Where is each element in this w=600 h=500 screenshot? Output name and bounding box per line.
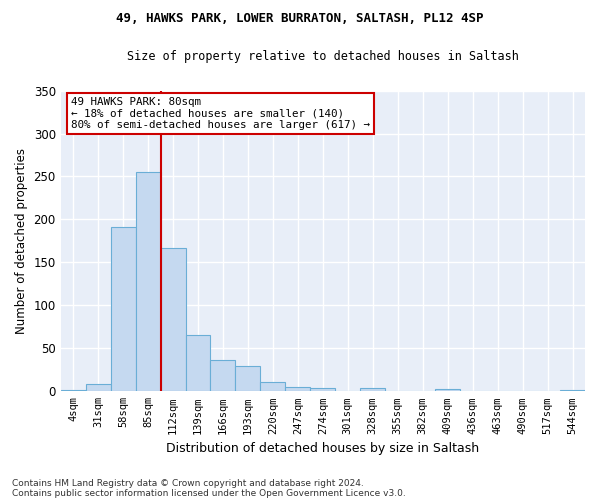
Text: Contains public sector information licensed under the Open Government Licence v3: Contains public sector information licen… <box>12 488 406 498</box>
Y-axis label: Number of detached properties: Number of detached properties <box>15 148 28 334</box>
Bar <box>185 336 211 392</box>
Bar <box>560 390 585 392</box>
Bar <box>86 384 110 392</box>
Bar <box>211 360 235 392</box>
Bar <box>310 388 335 392</box>
Bar <box>235 366 260 392</box>
Bar <box>260 382 286 392</box>
Bar <box>136 172 161 392</box>
Bar <box>161 248 185 392</box>
Bar <box>360 388 385 392</box>
Bar <box>435 388 460 392</box>
X-axis label: Distribution of detached houses by size in Saltash: Distribution of detached houses by size … <box>166 442 479 455</box>
Bar <box>110 227 136 392</box>
Text: 49 HAWKS PARK: 80sqm
← 18% of detached houses are smaller (140)
80% of semi-deta: 49 HAWKS PARK: 80sqm ← 18% of detached h… <box>71 96 370 130</box>
Title: Size of property relative to detached houses in Saltash: Size of property relative to detached ho… <box>127 50 519 63</box>
Text: Contains HM Land Registry data © Crown copyright and database right 2024.: Contains HM Land Registry data © Crown c… <box>12 478 364 488</box>
Bar <box>286 387 310 392</box>
Bar <box>61 390 86 392</box>
Text: 49, HAWKS PARK, LOWER BURRATON, SALTASH, PL12 4SP: 49, HAWKS PARK, LOWER BURRATON, SALTASH,… <box>116 12 484 26</box>
